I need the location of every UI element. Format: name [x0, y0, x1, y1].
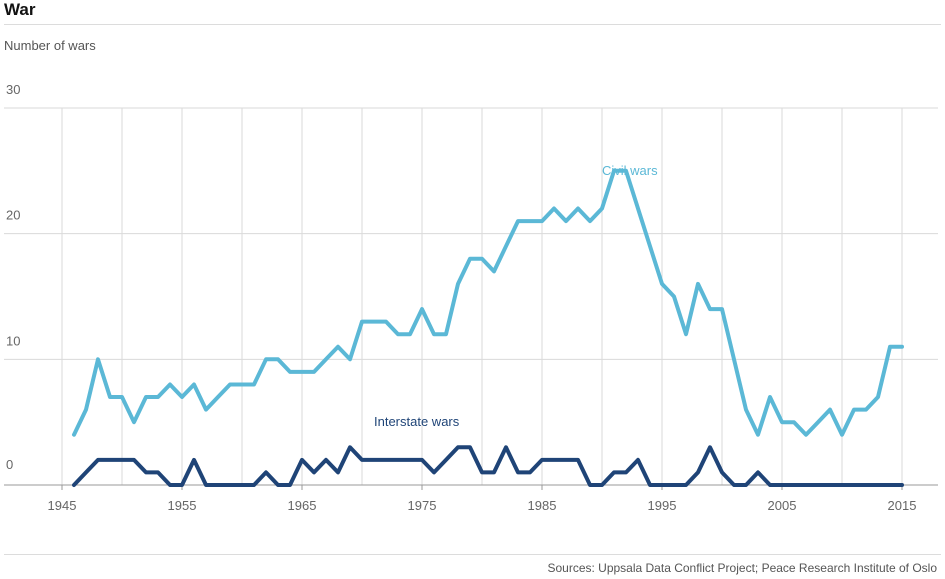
civil-wars-line [72, 168, 904, 437]
x-tick-label: 1945 [48, 498, 77, 513]
y-axis-label: Number of wars [4, 38, 96, 53]
bottom-rule [4, 554, 941, 555]
x-tick-label: 2005 [768, 498, 797, 513]
y-tick-label: 10 [6, 333, 20, 348]
y-tick-label: 20 [6, 208, 20, 223]
civil-wars-label: Civil wars [602, 163, 658, 178]
interstate-wars-line [72, 445, 904, 487]
x-tick-label: 1995 [648, 498, 677, 513]
x-tick-label: 1955 [168, 498, 197, 513]
x-tick-label: 1985 [528, 498, 557, 513]
x-tick-label: 2015 [888, 498, 917, 513]
y-tick-label: 30 [6, 82, 20, 97]
chart-title: War [4, 0, 36, 19]
interstate-wars-label: Interstate wars [374, 414, 460, 429]
top-rule [4, 24, 941, 25]
x-tick-label: 1975 [408, 498, 437, 513]
source-note: Sources: Uppsala Data Conflict Project; … [547, 561, 937, 575]
x-tick-label: 1965 [288, 498, 317, 513]
y-tick-label: 0 [6, 457, 13, 472]
